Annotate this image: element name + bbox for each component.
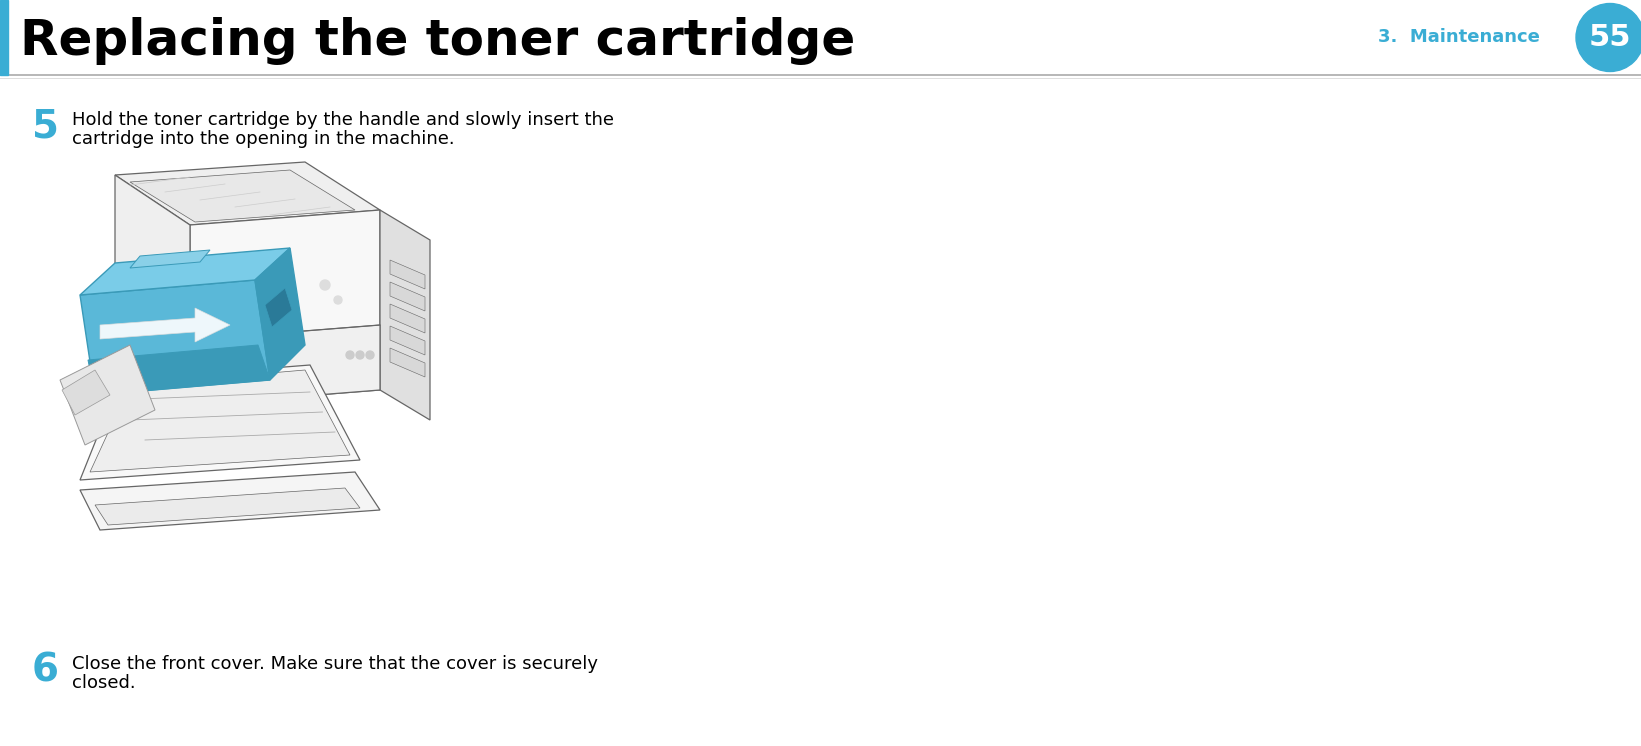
Text: Close the front cover. Make sure that the cover is securely: Close the front cover. Make sure that th… — [72, 655, 597, 673]
Text: Replacing the toner cartridge: Replacing the toner cartridge — [20, 17, 855, 65]
Polygon shape — [80, 472, 381, 530]
Polygon shape — [391, 260, 425, 289]
Text: cartridge into the opening in the machine.: cartridge into the opening in the machin… — [72, 130, 455, 148]
Polygon shape — [381, 210, 430, 420]
Polygon shape — [95, 488, 359, 525]
Text: closed.: closed. — [72, 674, 136, 692]
Polygon shape — [391, 326, 425, 355]
Circle shape — [346, 351, 354, 359]
Polygon shape — [80, 365, 359, 480]
Polygon shape — [190, 210, 381, 405]
Polygon shape — [100, 308, 230, 342]
Polygon shape — [130, 170, 354, 222]
Polygon shape — [264, 288, 292, 327]
Polygon shape — [62, 370, 110, 415]
Polygon shape — [89, 345, 271, 395]
Bar — [0, 0, 8, 75]
Circle shape — [356, 351, 364, 359]
Text: 6: 6 — [33, 652, 59, 690]
Circle shape — [366, 351, 374, 359]
Polygon shape — [115, 162, 381, 225]
Polygon shape — [80, 280, 271, 395]
Polygon shape — [130, 250, 210, 268]
Polygon shape — [90, 370, 350, 472]
Text: Hold the toner cartridge by the handle and slowly insert the: Hold the toner cartridge by the handle a… — [72, 111, 614, 129]
Circle shape — [320, 280, 330, 290]
Polygon shape — [254, 248, 305, 380]
Text: 55: 55 — [1588, 23, 1631, 52]
Polygon shape — [391, 282, 425, 311]
Polygon shape — [391, 304, 425, 333]
Text: 3.  Maintenance: 3. Maintenance — [1378, 28, 1539, 46]
Polygon shape — [115, 175, 190, 405]
Polygon shape — [190, 325, 381, 405]
Circle shape — [335, 296, 341, 304]
Text: 5: 5 — [33, 108, 59, 146]
Circle shape — [1575, 4, 1641, 72]
Polygon shape — [61, 345, 154, 445]
Polygon shape — [80, 248, 290, 295]
Polygon shape — [391, 348, 425, 377]
